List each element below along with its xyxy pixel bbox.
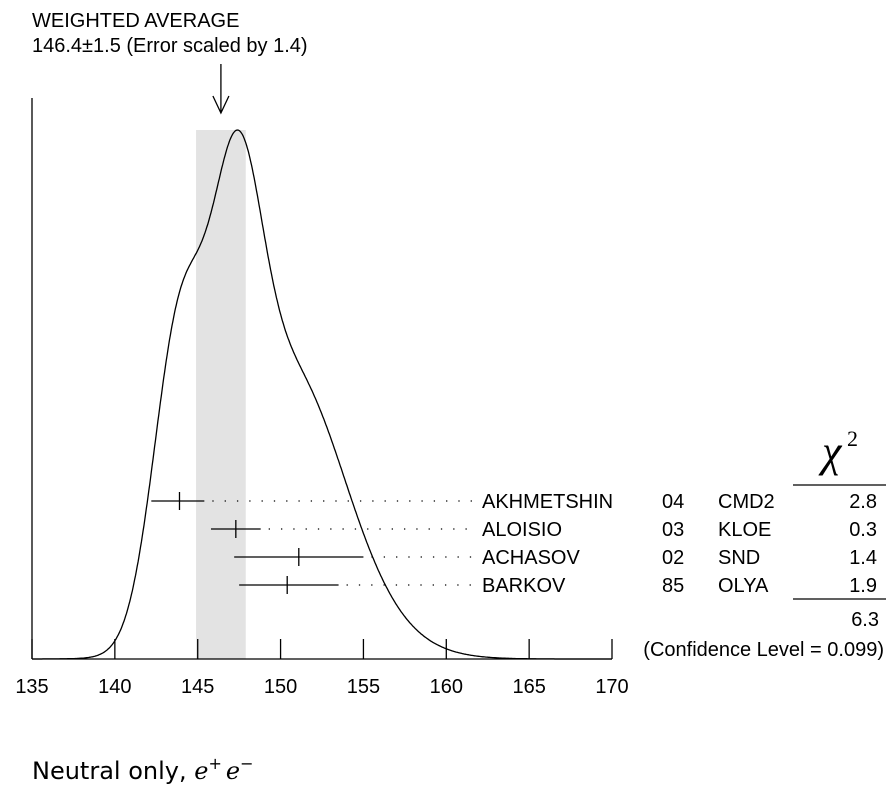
- x-label-prefix: Neutral only,: [32, 757, 187, 785]
- measurement-experiment: SND: [718, 547, 760, 569]
- measurement-year: 02: [662, 547, 684, 569]
- measurement-author: AKHMETSHIN: [482, 491, 613, 513]
- x-label-e1: e: [194, 757, 208, 785]
- measurement-author: BARKOV: [482, 575, 566, 597]
- measurement-row-akhmetshin: AKHMETSHIN 04 CMD2 2.8: [151, 491, 877, 513]
- x-tick-label-160: 160: [430, 676, 463, 698]
- measurement-row-aloisio: ALOISIO 03 KLOE 0.3: [210, 519, 877, 541]
- measurement-experiment: OLYA: [718, 575, 769, 597]
- x-tick-label-140: 140: [98, 676, 131, 698]
- title-line-1: WEIGHTED AVERAGE: [32, 10, 239, 32]
- chi2-symbol: χ: [818, 427, 843, 476]
- measurements: AKHMETSHIN 04 CMD2 2.8 ALOISIO 03 KLOE 0.3 ACHAS…: [151, 491, 877, 597]
- measurement-chi2: 1.9: [849, 575, 877, 597]
- measurement-year: 03: [662, 519, 684, 541]
- weighted-average-arrow: [212, 64, 230, 115]
- title-line-2: 146.4±1.5 (Error scaled by 1.4): [32, 35, 308, 57]
- x-axis-label: Neutral only, e+ e−: [32, 754, 253, 785]
- measurement-row-barkov: BARKOV 85 OLYA 1.9: [239, 575, 877, 597]
- measurement-experiment: KLOE: [718, 519, 771, 541]
- measurement-author: ACHASOV: [482, 547, 580, 569]
- measurement-experiment: CMD2: [718, 491, 775, 513]
- chi2-superscript: 2: [847, 426, 858, 451]
- x-label-e2: e: [226, 757, 240, 785]
- x-tick-label-165: 165: [512, 676, 545, 698]
- x-axis-ticks: 135 140 145 150 155 160 165 170: [15, 639, 629, 698]
- chi2-total: 6.3: [851, 609, 879, 631]
- measurement-row-achasov: ACHASOV 02 SND 1.4: [234, 547, 877, 569]
- measurement-year: 85: [662, 575, 684, 597]
- x-tick-label-135: 135: [15, 676, 48, 698]
- x-label-sup1: +: [208, 754, 221, 773]
- x-tick-label-155: 155: [347, 676, 380, 698]
- x-tick-label-150: 150: [264, 676, 297, 698]
- measurement-chi2: 2.8: [849, 491, 877, 513]
- error-band: [196, 130, 246, 659]
- x-tick-label-170: 170: [595, 676, 628, 698]
- arrow-head: [212, 95, 230, 115]
- measurement-year: 04: [662, 491, 684, 513]
- x-tick-label-145: 145: [181, 676, 214, 698]
- measurement-chi2: 0.3: [849, 519, 877, 541]
- x-label-sup2: −: [240, 754, 253, 773]
- measurement-chi2: 1.4: [849, 547, 877, 569]
- confidence-level: (Confidence Level = 0.099): [643, 639, 884, 661]
- measurement-author: ALOISIO: [482, 519, 562, 541]
